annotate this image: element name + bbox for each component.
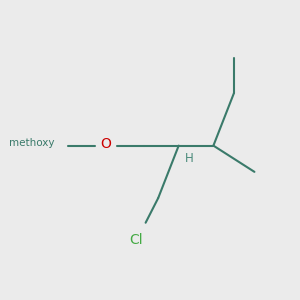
Text: H: H bbox=[185, 152, 194, 165]
Text: Cl: Cl bbox=[129, 232, 143, 247]
Text: methoxy: methoxy bbox=[8, 138, 54, 148]
Text: O: O bbox=[101, 137, 112, 151]
